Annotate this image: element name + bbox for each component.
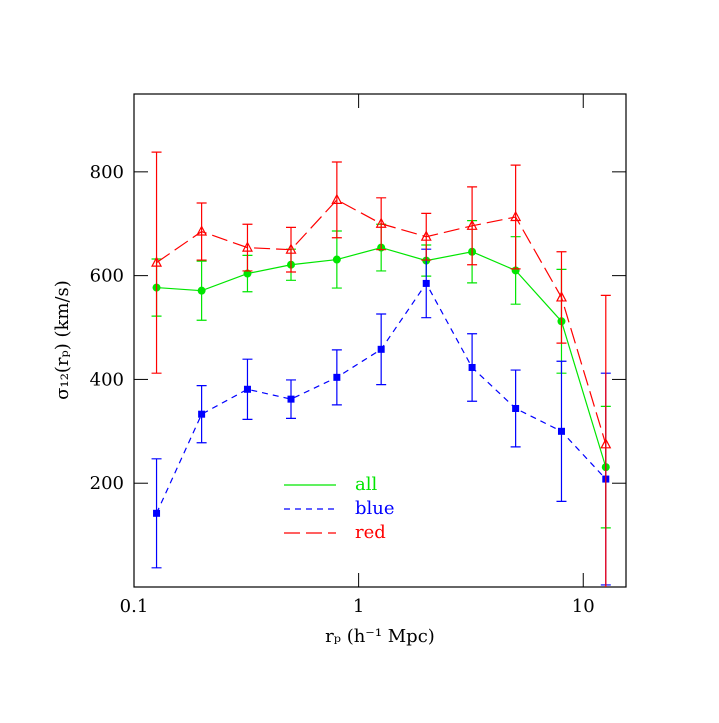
- marker: [512, 404, 520, 412]
- marker: [468, 363, 476, 371]
- x-tick-label: 1: [353, 596, 364, 617]
- marker: [555, 291, 567, 302]
- marker: [287, 395, 295, 403]
- marker: [510, 210, 522, 222]
- legend-label: all: [355, 474, 377, 495]
- y-tick-label: 600: [90, 266, 124, 287]
- marker: [557, 427, 565, 435]
- x-tick-label: 10: [572, 596, 595, 617]
- marker: [151, 256, 163, 267]
- marker: [331, 193, 343, 204]
- marker: [377, 345, 385, 353]
- marker: [420, 230, 432, 241]
- marker: [422, 279, 430, 287]
- marker: [333, 373, 341, 381]
- y-tick-label: 800: [90, 162, 124, 183]
- legend-label: red: [355, 522, 386, 543]
- y-tick-label: 200: [90, 473, 124, 494]
- marker: [198, 410, 206, 418]
- y-tick-label: 400: [90, 369, 124, 390]
- x-tick-label: 0.1: [120, 596, 149, 617]
- legend-label: blue: [355, 498, 395, 519]
- marker: [153, 509, 161, 517]
- error-bar: [331, 161, 342, 239]
- error-bar: [600, 294, 611, 587]
- marker: [600, 438, 612, 449]
- x-axis-label: rₚ (h⁻¹ Mpc): [325, 626, 435, 647]
- marker: [285, 243, 297, 254]
- y-axis-label: σ₁₂(rₚ) (km/s): [52, 280, 73, 400]
- plot-frame: [133, 93, 627, 588]
- marker: [243, 385, 251, 393]
- marker: [196, 225, 208, 236]
- marker: [466, 219, 478, 230]
- marker: [197, 286, 206, 295]
- marker: [241, 241, 253, 252]
- marker: [332, 255, 341, 264]
- series-line: [156, 199, 607, 445]
- marker: [375, 217, 387, 228]
